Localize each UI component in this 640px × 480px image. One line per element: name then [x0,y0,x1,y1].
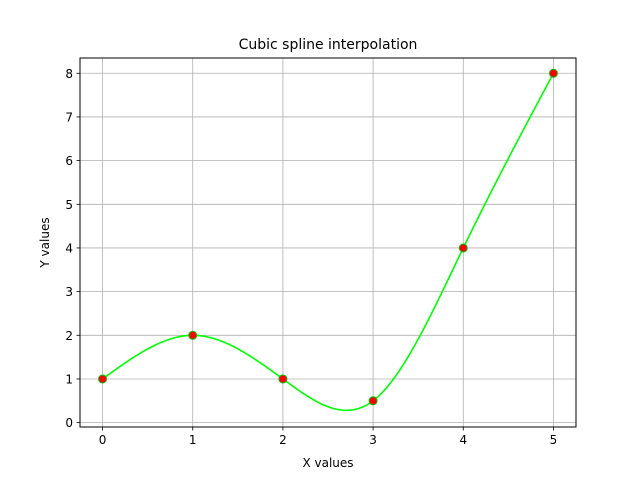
x-axis: 0 1 2 3 4 5 [99,427,558,447]
data-point [458,243,468,253]
data-point [98,374,108,384]
y-tick-label: 3 [65,285,73,299]
y-axis-label: Y values [38,217,52,268]
plot-frame [79,57,577,428]
x-tick-label: 4 [459,433,467,447]
data-point [188,330,198,340]
spline-curve [102,72,555,412]
y-tick-label: 1 [65,372,73,386]
data-point [548,68,558,78]
y-tick-label: 8 [65,67,73,81]
chart-title: Cubic spline interpolation [239,37,418,53]
spline-layer [102,72,555,412]
y-tick-label: 7 [65,110,73,124]
x-axis-label: X values [302,456,353,470]
grid [80,58,576,427]
data-point [278,374,288,384]
points-layer [98,68,558,406]
x-tick-label: 1 [189,433,197,447]
y-tick-label: 5 [65,198,73,212]
x-tick-label: 0 [99,433,107,447]
data-point [368,396,378,406]
y-tick-label: 6 [65,154,73,168]
x-tick-label: 2 [279,433,287,447]
y-axis: 0 1 2 3 4 5 6 7 8 [65,67,80,430]
x-tick-label: 3 [369,433,377,447]
y-tick-label: 0 [65,416,73,430]
y-tick-label: 4 [65,241,73,255]
y-tick-label: 2 [65,329,73,343]
x-tick-label: 5 [550,433,558,447]
